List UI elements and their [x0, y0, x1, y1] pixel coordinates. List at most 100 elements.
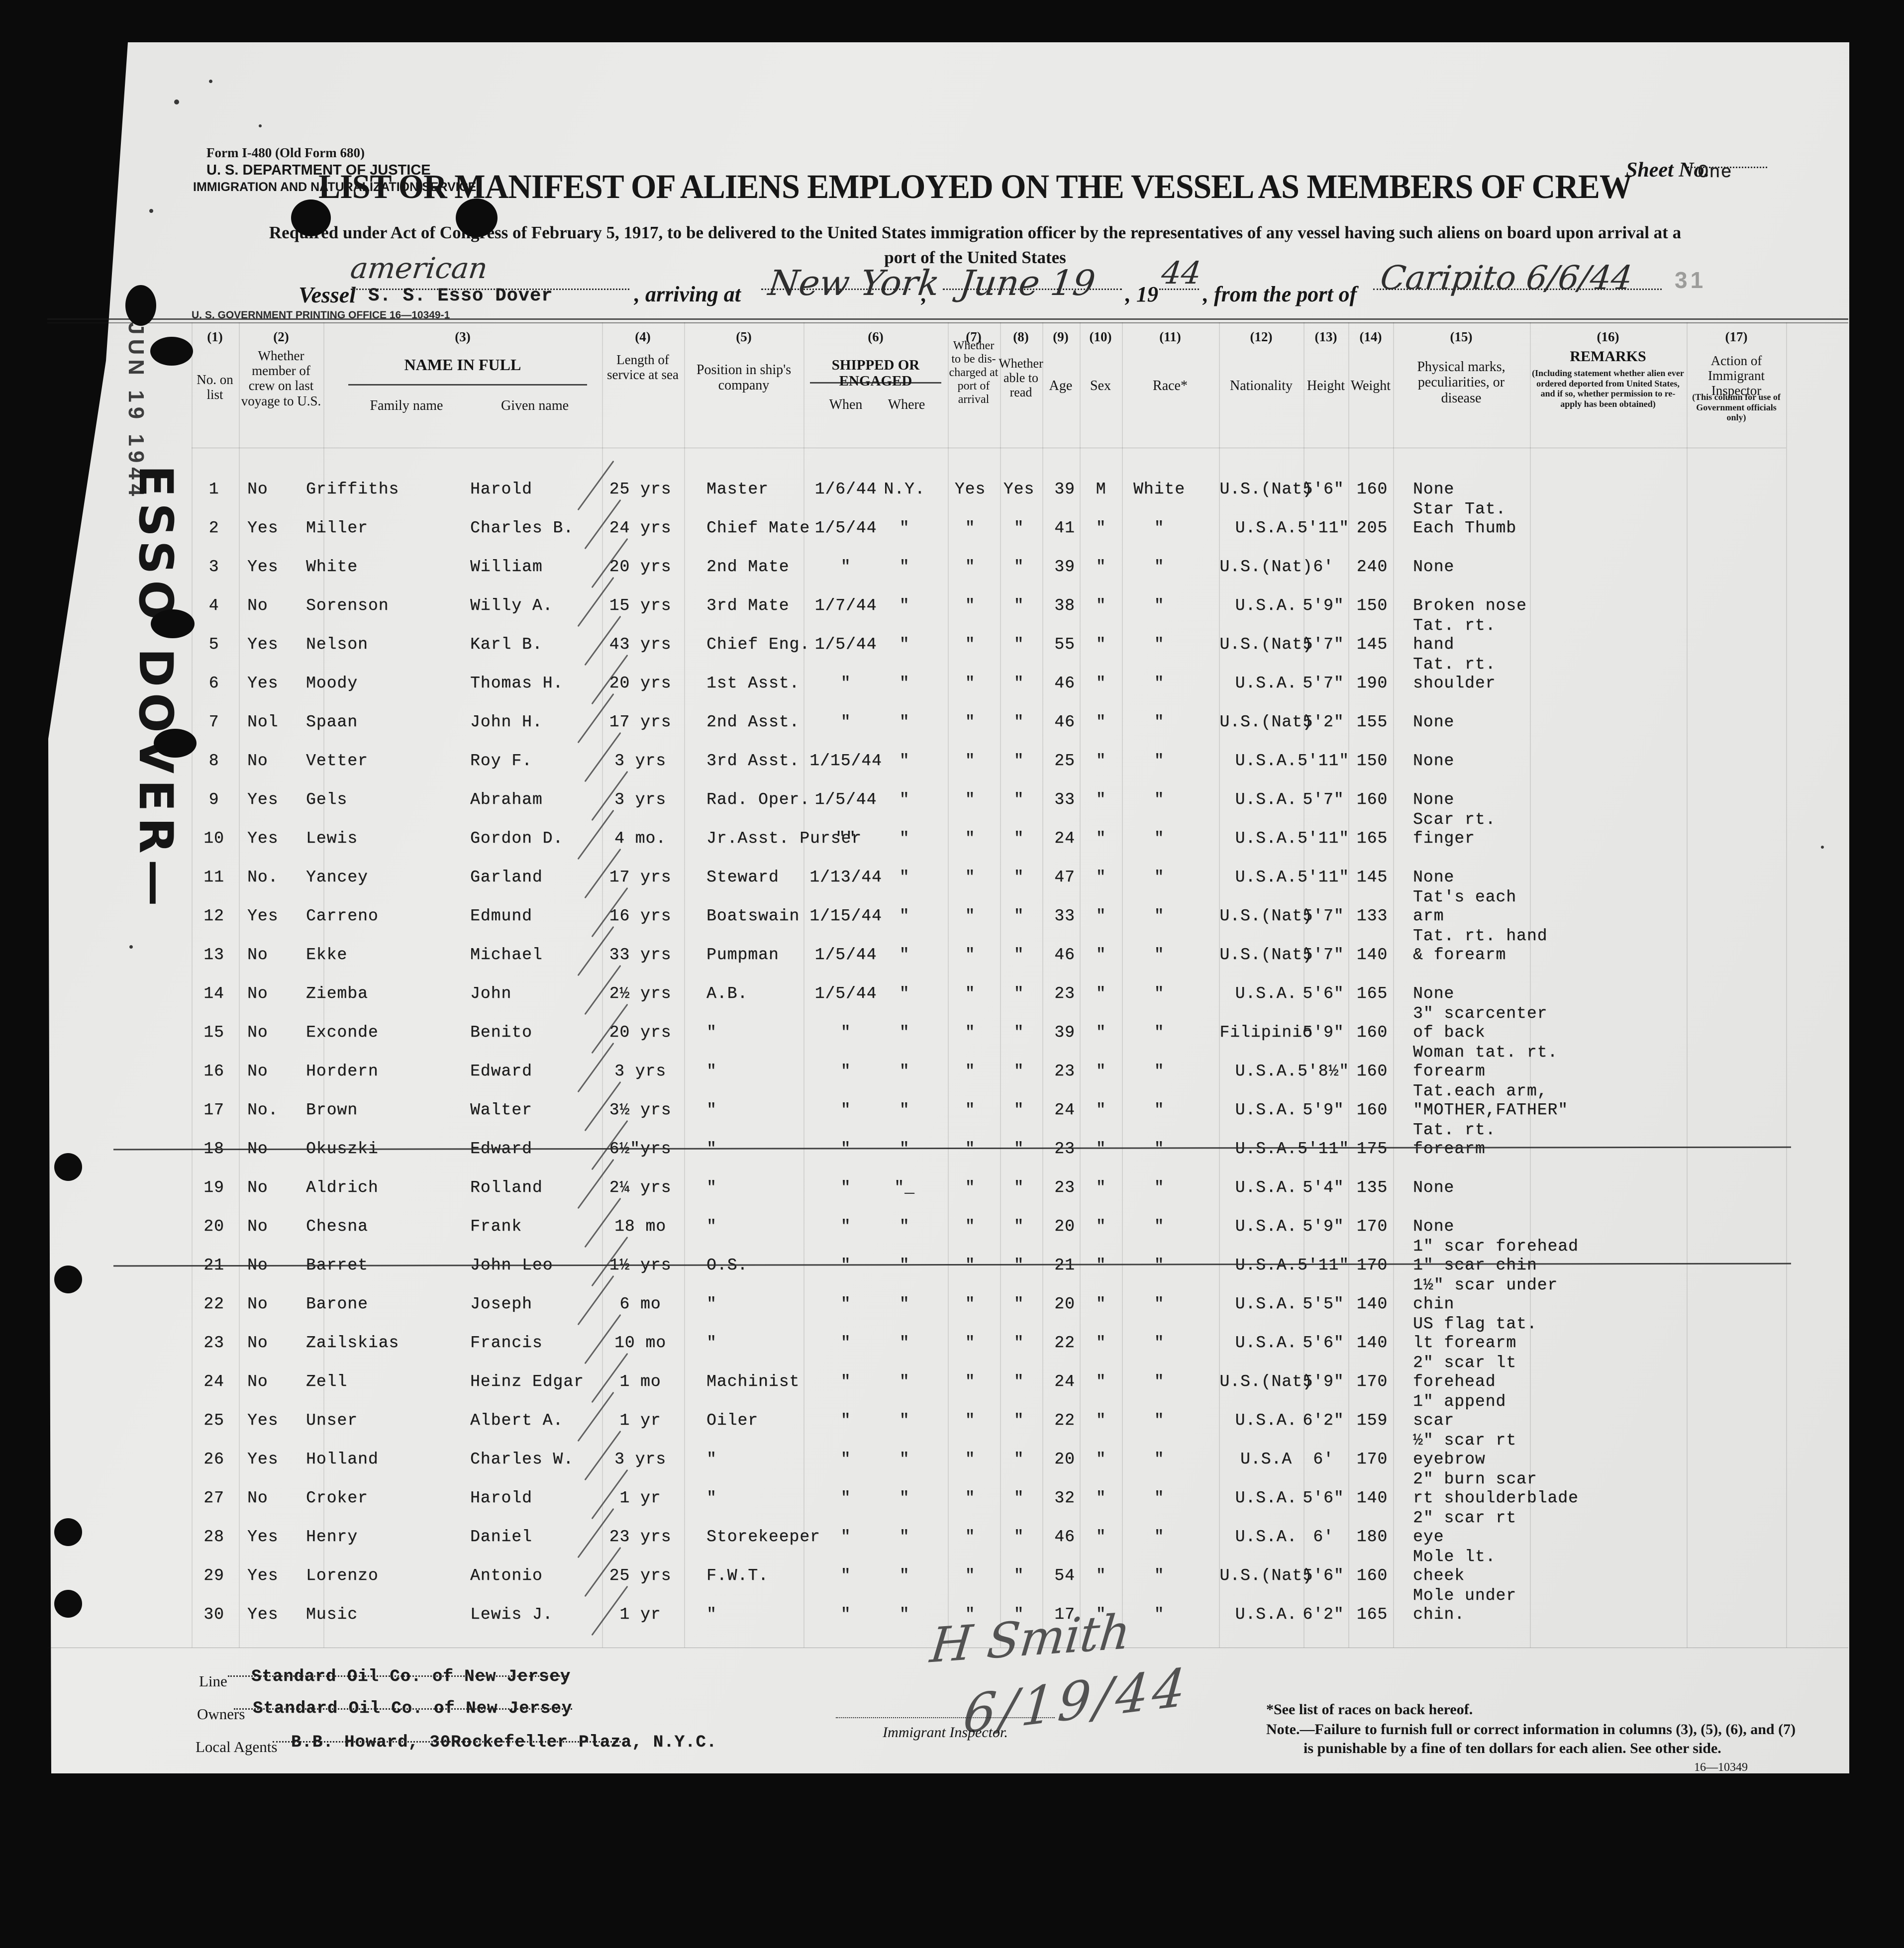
crew-last-voyage: No — [247, 1178, 268, 1197]
age: 25 — [1054, 752, 1075, 770]
physical-marks: Tat.each arm, "MOTHER,FATHER" — [1413, 1082, 1569, 1119]
height: 5'9" — [1303, 1023, 1344, 1042]
shipped-when: 1/13/44 — [809, 868, 882, 886]
family-name: Henry — [306, 1528, 358, 1546]
row-number: 30 — [203, 1605, 224, 1624]
given-name: Edmund — [470, 907, 532, 925]
fine-note-line-1: Note.—Failure to furnish full or correct… — [1266, 1721, 1796, 1738]
nationality: U.S.(Nat) — [1219, 558, 1313, 576]
crew-last-voyage: No. — [247, 1101, 279, 1119]
discharged: " — [965, 519, 976, 537]
nationality: U.S.(Nat) — [1219, 1372, 1313, 1391]
physical-marks: None — [1413, 1217, 1455, 1236]
shipped-when: " — [840, 713, 851, 731]
position: " — [706, 1489, 717, 1507]
shipped-when: " — [840, 1372, 851, 1391]
position: " — [706, 1334, 717, 1352]
page-title: LIST OR MANIFEST OF ALIENS EMPLOYED ON T… — [318, 168, 1632, 206]
service-length: 6 mo — [619, 1295, 661, 1313]
row-number: 3 — [208, 558, 219, 576]
crew-last-voyage: Yes — [247, 790, 279, 809]
position: " — [706, 1101, 717, 1119]
service-length: 10 mo — [614, 1334, 667, 1352]
nationality: U.S.(Nat) — [1219, 713, 1313, 731]
able-to-read: " — [1013, 984, 1024, 1003]
able-to-read: " — [1013, 1023, 1024, 1042]
discharged: " — [965, 1062, 976, 1080]
position: " — [706, 1605, 717, 1624]
shipped-when: 1/5/44 — [814, 635, 877, 654]
sheet-no-label: Sheet No. — [1626, 159, 1709, 182]
column-subdivider-rule — [348, 384, 587, 386]
race: " — [1154, 1295, 1165, 1313]
sex: " — [1096, 674, 1106, 692]
shipped-when: " — [840, 1566, 851, 1585]
weight: 159 — [1356, 1411, 1388, 1430]
shipped-where: " — [899, 829, 910, 848]
weight: 140 — [1356, 1295, 1388, 1313]
column-sublabel: Given name — [501, 398, 569, 413]
column-separator — [1393, 322, 1394, 1648]
height: 5'11" — [1297, 519, 1350, 537]
crew-last-voyage: No — [247, 1023, 268, 1042]
column-separator — [1122, 322, 1123, 1648]
column-number: (11) — [1159, 329, 1181, 344]
given-name: Frank — [470, 1217, 522, 1236]
arriving-label: , arriving at — [634, 282, 741, 306]
sheet-no-rule — [1688, 167, 1767, 168]
given-name: Thomas H. — [470, 674, 564, 692]
physical-marks: Scar rt. finger — [1413, 810, 1496, 848]
service-length: 2½ yrs — [609, 984, 672, 1003]
given-name: Heinz Edgar — [470, 1372, 584, 1391]
row-number: 10 — [203, 829, 224, 848]
height: 5'11" — [1297, 752, 1350, 770]
column-separator — [239, 322, 240, 1648]
able-to-read: " — [1013, 635, 1024, 654]
height: 6'2" — [1303, 1605, 1344, 1624]
discharged: " — [965, 1023, 976, 1042]
crew-last-voyage: No — [247, 1295, 268, 1313]
weight: 140 — [1356, 946, 1388, 964]
shipped-where: " — [899, 984, 910, 1003]
shipped-when: " — [840, 1217, 851, 1236]
height: 5'7" — [1303, 946, 1344, 964]
shipped-when: 1/7/44 — [814, 596, 877, 615]
shipped-when: " — [840, 1295, 851, 1313]
family-name: White — [306, 558, 358, 576]
physical-marks: None — [1413, 713, 1455, 731]
physical-marks: US flag tat. lt forearm — [1413, 1315, 1537, 1352]
punch-hole — [151, 609, 195, 638]
column-label: NAME IN FULL — [404, 356, 521, 374]
weight: 170 — [1356, 1256, 1388, 1274]
family-name: Yancey — [306, 868, 368, 886]
physical-marks: 1" scar forehead 1" scar chin — [1413, 1237, 1579, 1274]
sex: " — [1084, 1256, 1118, 1275]
age: 46 — [1054, 1528, 1075, 1546]
age: 46 — [1054, 946, 1075, 964]
fine-note-line-2: is punishable by a fine of ten dollars f… — [1303, 1740, 1721, 1756]
shipped-where: " — [899, 1372, 910, 1391]
scan-speck — [149, 209, 153, 213]
service-length: 3 yrs — [614, 1062, 667, 1080]
crew-last-voyage: Yes — [247, 558, 279, 576]
shipped-when: " — [840, 1411, 851, 1430]
shipped-where: " — [899, 674, 910, 692]
height: 5'6" — [1303, 480, 1344, 498]
given-name: Edward — [470, 1062, 532, 1080]
age: 23 — [1054, 1140, 1075, 1158]
column-label: Whether member of crew on last voyage to… — [241, 348, 321, 408]
discharged: " — [965, 1450, 976, 1468]
punch-hole — [54, 1153, 82, 1181]
column-label: Age — [1049, 378, 1073, 393]
crew-last-voyage: No — [247, 596, 268, 615]
able-to-read: " — [1013, 1528, 1024, 1546]
height: 6' — [1313, 1450, 1334, 1468]
shipped-when: " — [840, 1062, 851, 1080]
column-separator — [1786, 322, 1787, 1648]
weight: 135 — [1356, 1178, 1388, 1197]
able-to-read: " — [1013, 1334, 1024, 1352]
family-name: Carreno — [306, 907, 379, 925]
year-printed: , 19 — [1125, 282, 1158, 306]
subtitle-line-1: Required under Act of Congress of Februa… — [269, 223, 1682, 242]
physical-marks: 2" scar lt forehead — [1413, 1354, 1517, 1391]
